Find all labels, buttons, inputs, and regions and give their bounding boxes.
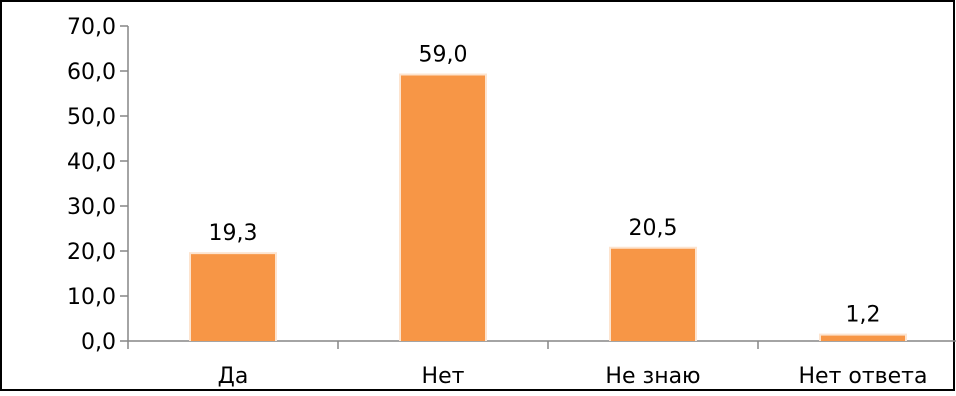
y-tick-label: 10,0 — [67, 285, 116, 310]
data-label: 59,0 — [419, 43, 468, 68]
data-label: 20,5 — [629, 216, 678, 241]
bar — [401, 75, 485, 341]
bar — [611, 248, 695, 341]
bars — [189, 73, 907, 341]
y-tick-label: 20,0 — [67, 240, 116, 265]
x-category-label: Да — [218, 364, 249, 389]
data-label: 19,3 — [209, 221, 258, 246]
x-category-label: Нет ответа — [799, 364, 928, 389]
bar — [191, 254, 275, 341]
y-tick-label: 0,0 — [81, 330, 116, 355]
x-category-label: Нет — [422, 364, 465, 389]
x-category-label: Не знаю — [605, 364, 700, 389]
y-tick-label: 30,0 — [67, 195, 116, 220]
y-tick-label: 40,0 — [67, 150, 116, 175]
y-tick-label: 60,0 — [67, 60, 116, 85]
bar — [821, 335, 905, 341]
y-axis: 0,0 10,0 20,0 30,0 40,0 50,0 60,0 70,0 — [67, 15, 129, 355]
y-tick-label: 70,0 — [67, 15, 116, 40]
data-label: 1,2 — [846, 303, 881, 328]
y-tick-label: 50,0 — [67, 105, 116, 130]
data-labels: 19,3 59,0 20,5 1,2 — [209, 43, 881, 328]
